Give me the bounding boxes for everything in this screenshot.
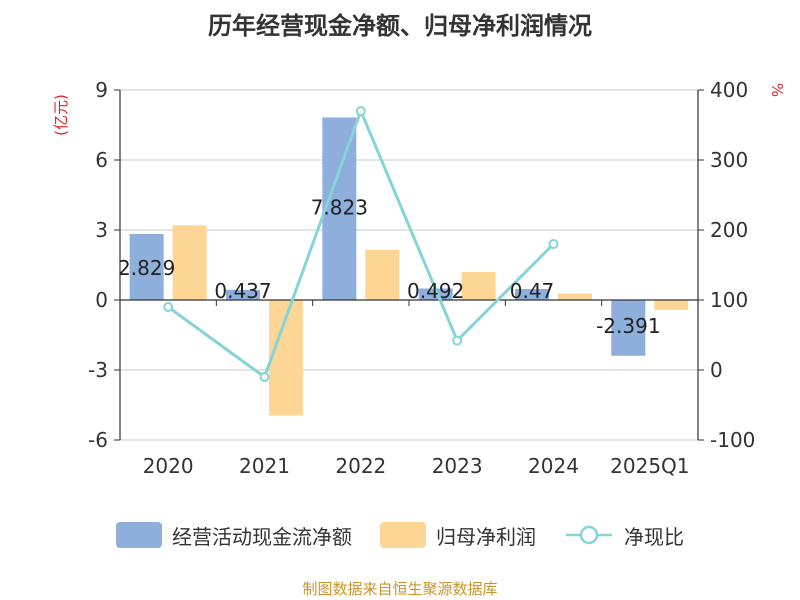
chart-canvas: -6 -3 0 3 6 9 -100 0 100 200 300 400 (亿元)% 2020 2021 20… [52,78,786,478]
legend-label-ratio: 净现比 [624,524,684,549]
x-tick-label: 2024 [528,454,579,478]
data-label-cash-flow: 0.437 [214,279,271,303]
data-label-cash-flow: -2.391 [596,314,660,338]
x-tick-label: 2021 [239,454,290,478]
y-left-tick-label: 6 [95,148,108,172]
bar-net-profit [172,225,207,300]
bar-net-profit [558,293,592,300]
bar-cash-flow [611,300,646,356]
bar-cash-flow [226,289,260,300]
bar-net-profit [461,272,496,300]
axis-layer: -6 -3 0 3 6 9 -100 0 100 200 300 400 (亿元)% 2020 2021 20… [52,78,786,478]
source-note: 制图数据来自恒生聚源数据库 [302,580,498,598]
y-right-unit-label: % [768,83,786,97]
label-layer: 2.829 0.437 7.823 0.492 0.47 -2.391 [118,195,661,338]
data-label-cash-flow: 7.823 [311,195,368,219]
x-tick-label: 2025Q1 [610,454,689,478]
point-ratio [163,302,174,312]
y-right-tick-label: 300 [710,148,748,172]
bar-cash-flow [515,289,549,300]
legend-swatch-net-profit [380,522,426,548]
y-left-tick-label: 9 [95,78,108,102]
x-tick-label: 2020 [143,454,194,478]
legend-label-net-profit: 归母净利润 [436,524,536,549]
legend-swatch-cash-flow [116,522,162,548]
legend-item-ratio[interactable]: 净现比 [564,521,684,550]
legend-item-cash-flow[interactable]: 经营活动现金流净额 [116,521,352,550]
legend-label-cash-flow: 经营活动现金流净额 [172,524,352,549]
legend-item-net-profit[interactable]: 归母净利润 [380,521,536,550]
line-layer [163,106,559,382]
y-left-unit-label: (亿元) [52,94,70,136]
y-left-tick-label: -3 [88,358,108,382]
y-left-tick-label: 3 [95,218,108,242]
legend-line-ratio-icon [566,525,612,545]
point-ratio [355,106,366,116]
bar-layer [129,117,689,416]
point-ratio [452,335,463,346]
bar-net-profit [654,300,689,310]
y-right-tick-label: 0 [710,358,723,382]
bar-cash-flow [322,117,357,300]
y-left-tick-label: -6 [88,428,108,452]
x-tick-label: 2022 [335,454,386,478]
line-ratio [167,106,555,380]
chart-title: 历年经营现金净额、归母净利润情况 [208,12,592,40]
x-tick-label: 2023 [432,454,483,478]
y-right-tick-label: 100 [710,288,748,312]
y-right-tick-label: 400 [710,78,748,102]
y-right-tick-label: -100 [710,428,755,452]
grid-layer [120,89,698,441]
point-ratio [548,239,559,249]
data-label-cash-flow: 0.492 [407,279,464,303]
legend: 经营活动现金流净额 归母净利润 净现比 [0,517,800,553]
y-right-tick-label: 200 [710,218,748,242]
bar-cash-flow [129,233,164,300]
point-ratio [259,372,270,382]
data-label-cash-flow: 2.829 [118,256,175,280]
bar-net-profit [365,249,400,300]
data-label-cash-flow: 0.47 [510,279,555,303]
y-left-tick-label: 0 [95,288,108,312]
bar-cash-flow [418,288,453,300]
